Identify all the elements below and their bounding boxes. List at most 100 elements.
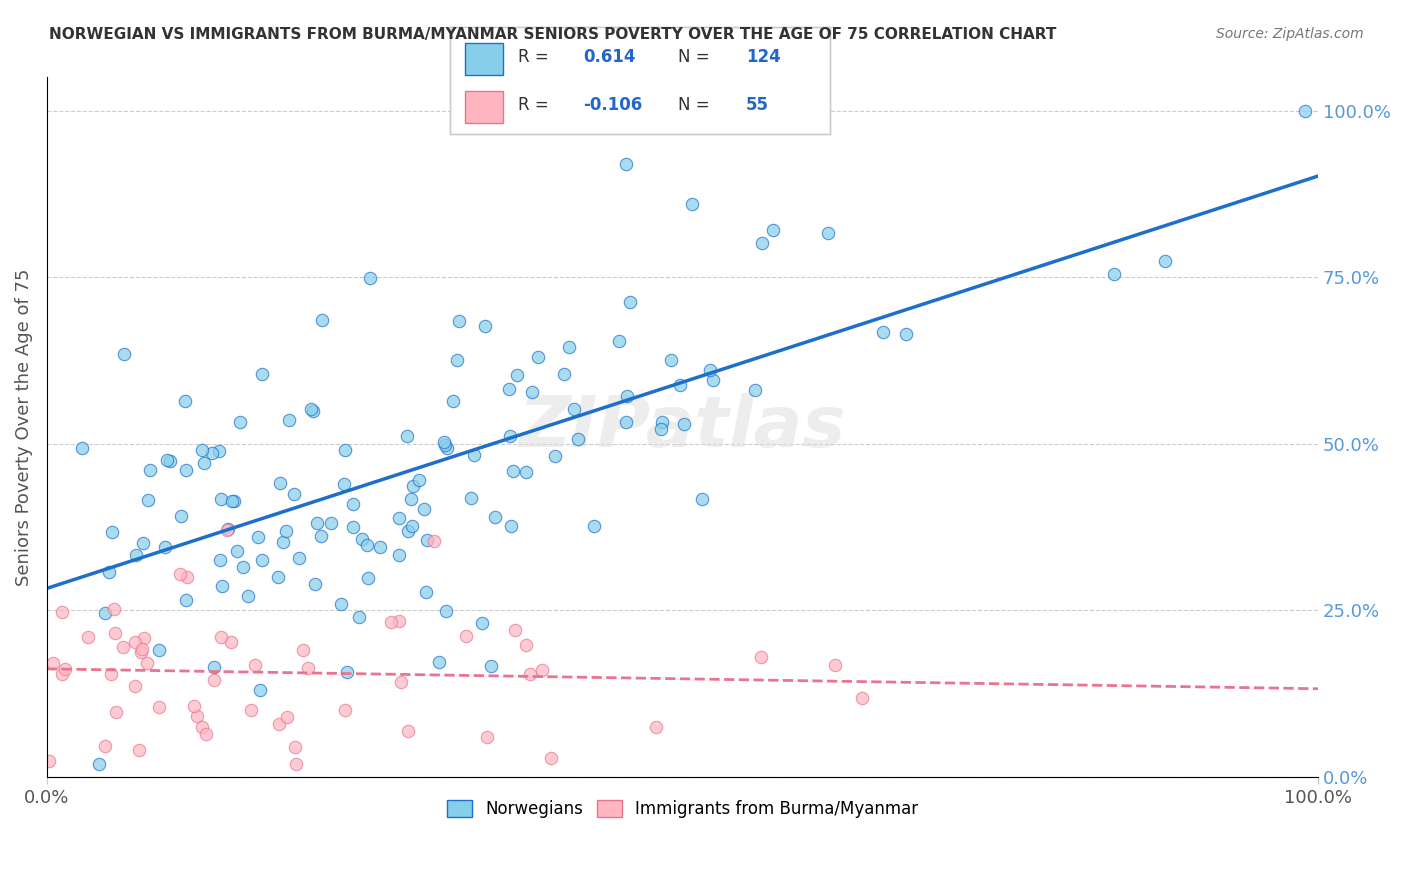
- Point: [342, 497, 364, 511]
- Point: [51, 605, 73, 619]
- Point: [333, 442, 356, 457]
- Point: [356, 571, 378, 585]
- Point: [217, 524, 239, 538]
- Point: [283, 487, 305, 501]
- Point: [434, 438, 457, 452]
- Point: [396, 524, 419, 539]
- Point: [817, 226, 839, 240]
- Point: [699, 363, 721, 377]
- Point: [399, 492, 422, 507]
- Point: [195, 727, 218, 741]
- Point: [232, 559, 254, 574]
- Point: [129, 645, 152, 659]
- Point: [423, 533, 446, 548]
- Point: [104, 705, 127, 719]
- Point: [359, 270, 381, 285]
- Point: [70, 442, 93, 456]
- Point: [209, 491, 232, 506]
- Point: [395, 429, 418, 443]
- Point: [650, 422, 672, 436]
- Point: [515, 639, 537, 653]
- Point: [441, 394, 464, 409]
- Point: [221, 493, 243, 508]
- Point: [311, 313, 333, 327]
- Point: [191, 442, 214, 457]
- Point: [94, 739, 117, 753]
- Point: [416, 533, 439, 547]
- Point: [540, 751, 562, 765]
- Point: [502, 464, 524, 478]
- Point: [139, 463, 162, 477]
- Point: [136, 493, 159, 508]
- Point: [616, 389, 638, 403]
- Point: [762, 223, 785, 237]
- Point: [211, 578, 233, 592]
- Point: [388, 511, 411, 525]
- Point: [277, 413, 299, 427]
- Point: [186, 708, 208, 723]
- Point: [672, 417, 695, 432]
- Text: 55: 55: [747, 96, 769, 114]
- Point: [498, 429, 520, 443]
- Point: [103, 601, 125, 615]
- Point: [209, 631, 232, 645]
- Point: [124, 679, 146, 693]
- Point: [558, 340, 581, 354]
- Point: [124, 634, 146, 648]
- Point: [128, 743, 150, 757]
- Point: [463, 448, 485, 462]
- Point: [477, 730, 499, 744]
- Point: [104, 626, 127, 640]
- Point: [291, 643, 314, 657]
- Point: [202, 673, 225, 687]
- Point: [744, 383, 766, 397]
- Point: [131, 642, 153, 657]
- Point: [527, 350, 550, 364]
- Point: [681, 197, 703, 211]
- Point: [299, 402, 322, 417]
- Point: [479, 658, 502, 673]
- Point: [243, 657, 266, 672]
- Point: [225, 544, 247, 558]
- Point: [301, 404, 323, 418]
- Point: [1294, 103, 1316, 118]
- Text: R =: R =: [519, 96, 548, 114]
- Point: [287, 550, 309, 565]
- Point: [240, 703, 263, 717]
- Text: Source: ZipAtlas.com: Source: ZipAtlas.com: [1216, 27, 1364, 41]
- Point: [872, 325, 894, 339]
- Point: [333, 702, 356, 716]
- Point: [607, 334, 630, 348]
- Point: [474, 318, 496, 333]
- Point: [498, 382, 520, 396]
- Point: [751, 235, 773, 250]
- Point: [356, 538, 378, 552]
- Point: [1154, 253, 1177, 268]
- Point: [460, 491, 482, 506]
- Point: [614, 415, 637, 429]
- Point: [520, 385, 543, 400]
- Point: [269, 476, 291, 491]
- Point: [153, 540, 176, 554]
- Point: [519, 667, 541, 681]
- Point: [702, 373, 724, 387]
- Point: [176, 569, 198, 583]
- Point: [329, 597, 352, 611]
- Point: [169, 567, 191, 582]
- Point: [173, 394, 195, 409]
- Point: [174, 592, 197, 607]
- Point: [159, 454, 181, 468]
- Point: [170, 508, 193, 523]
- Point: [333, 477, 356, 491]
- Point: [252, 367, 274, 381]
- Point: [132, 631, 155, 645]
- Point: [125, 548, 148, 562]
- Point: [380, 615, 402, 629]
- Point: [896, 327, 918, 342]
- Point: [53, 662, 76, 676]
- Point: [564, 402, 586, 417]
- Point: [229, 415, 252, 429]
- Point: [193, 457, 215, 471]
- Point: [76, 630, 98, 644]
- Point: [156, 452, 179, 467]
